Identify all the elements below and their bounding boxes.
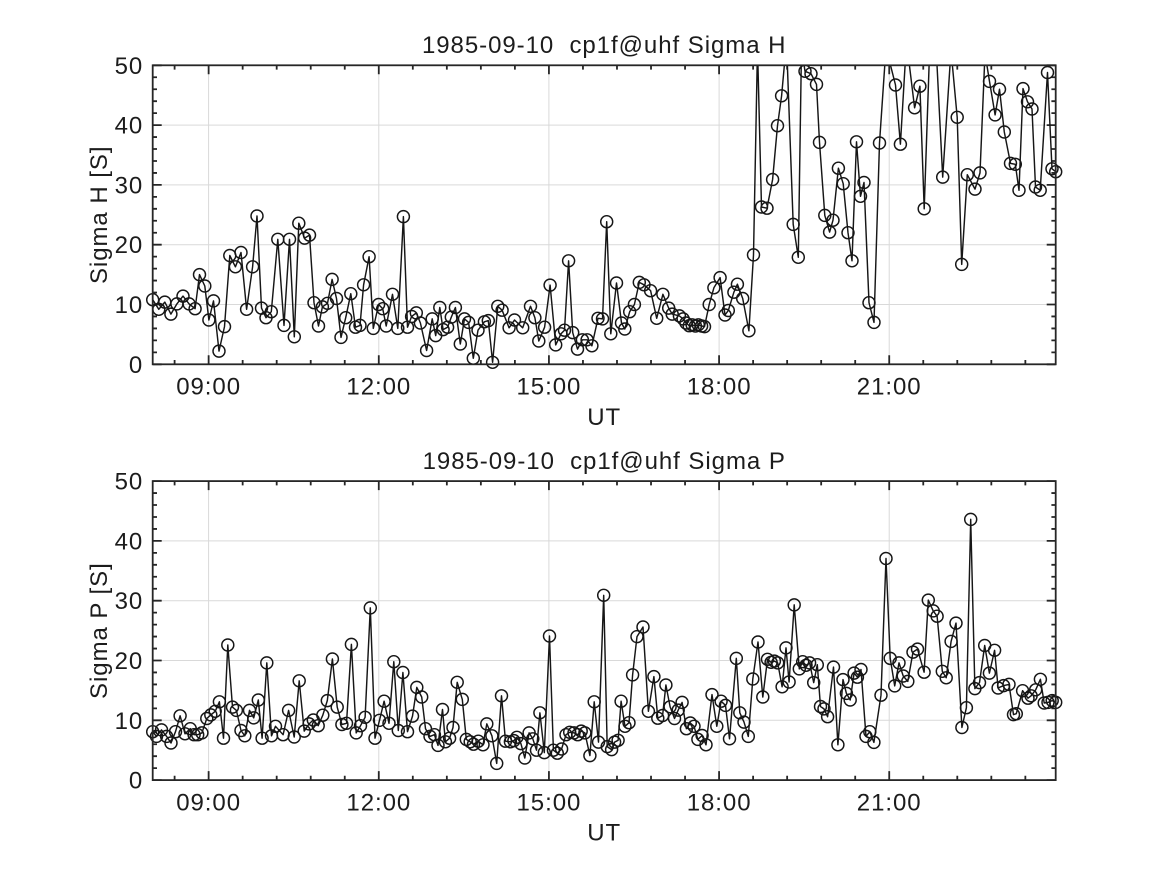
svg-text:21:00: 21:00: [857, 374, 922, 401]
svg-text:12:00: 12:00: [346, 374, 411, 401]
svg-text:18:00: 18:00: [687, 374, 752, 401]
svg-text:10: 10: [115, 292, 144, 319]
svg-text:30: 30: [115, 172, 144, 199]
svg-text:12:00: 12:00: [346, 789, 411, 816]
svg-text:18:00: 18:00: [687, 789, 752, 816]
svg-text:1985-09-10 cp1f@uhf Sigma P: 1985-09-10 cp1f@uhf Sigma P: [423, 448, 786, 475]
svg-text:50: 50: [115, 469, 144, 496]
svg-text:30: 30: [115, 588, 144, 615]
svg-text:21:00: 21:00: [857, 789, 922, 816]
svg-text:UT: UT: [587, 820, 621, 847]
svg-text:1985-09-10 cp1f@uhf Sigma H: 1985-09-10 cp1f@uhf Sigma H: [422, 32, 787, 59]
svg-text:15:00: 15:00: [516, 374, 581, 401]
svg-text:20: 20: [115, 232, 144, 259]
svg-text:15:00: 15:00: [516, 789, 581, 816]
svg-text:0: 0: [129, 352, 143, 379]
svg-text:Sigma P [S]: Sigma P [S]: [86, 562, 113, 699]
svg-text:0: 0: [129, 768, 143, 795]
svg-text:40: 40: [115, 113, 144, 140]
svg-text:Sigma H [S]: Sigma H [S]: [86, 146, 113, 284]
svg-text:10: 10: [115, 708, 144, 735]
svg-text:UT: UT: [587, 404, 621, 431]
svg-text:50: 50: [115, 53, 144, 80]
svg-text:09:00: 09:00: [176, 374, 241, 401]
svg-text:40: 40: [115, 528, 144, 555]
svg-text:20: 20: [115, 648, 144, 675]
svg-text:09:00: 09:00: [176, 789, 241, 816]
